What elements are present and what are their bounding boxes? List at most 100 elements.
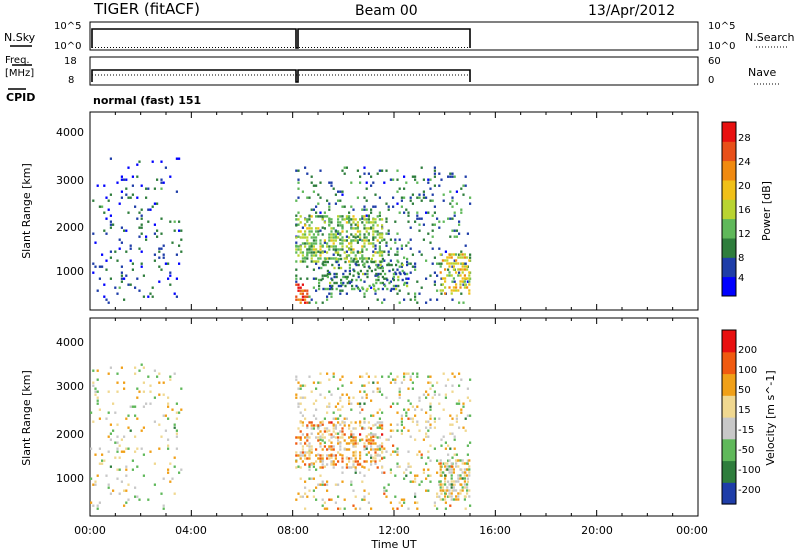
- range-gate-cell: [403, 272, 406, 276]
- range-gate-cell: [339, 408, 342, 411]
- range-gate-cell: [178, 262, 181, 265]
- range-gate-cell: [301, 424, 304, 427]
- range-gate-cell: [352, 274, 355, 277]
- range-gate-cell: [332, 430, 335, 433]
- range-gate-cell: [140, 217, 143, 220]
- range-gate-cell: [326, 215, 329, 218]
- range-gate-cell: [373, 260, 376, 264]
- range-gate-cell: [425, 196, 428, 199]
- range-gate-cell: [310, 298, 313, 301]
- range-gate-cell: [392, 444, 395, 447]
- range-gate-cell: [98, 205, 101, 208]
- range-gate-cell: [301, 396, 304, 399]
- range-gate-cell: [145, 187, 148, 190]
- range-gate-cell: [312, 462, 315, 465]
- range-gate-cell: [156, 178, 159, 181]
- range-gate-cell: [396, 447, 399, 450]
- range-gate-cell: [315, 236, 318, 239]
- range-gate-cell: [348, 457, 351, 460]
- range-gate-cell: [438, 483, 441, 486]
- range-gate-cell: [175, 417, 178, 420]
- range-gate-cell: [301, 236, 304, 239]
- range-gate-cell: [98, 408, 101, 411]
- range-gate-cell: [452, 480, 455, 483]
- range-gate-cell: [463, 280, 466, 283]
- range-gate-cell: [407, 507, 410, 510]
- range-gate-cell: [299, 387, 302, 390]
- range-gate-cell: [466, 286, 469, 289]
- range-gate-cell: [123, 277, 126, 280]
- range-gate-cell: [374, 251, 377, 254]
- range-gate-cell: [363, 417, 366, 420]
- range-gate-cell: [116, 390, 119, 393]
- range-gate-cell: [463, 265, 466, 268]
- range-gate-cell: [178, 411, 181, 414]
- range-gate-cell: [461, 471, 464, 474]
- range-gate-cell: [452, 277, 455, 280]
- range-gate-cell: [448, 262, 451, 265]
- range-gate-cell: [463, 477, 466, 480]
- range-gate-cell: [409, 196, 412, 199]
- range-gate-cell: [363, 474, 366, 477]
- range-gate-cell: [123, 489, 126, 492]
- range-gate-cell: [444, 396, 447, 399]
- range-gate-cell: [326, 274, 329, 277]
- range-gate-cell: [416, 214, 419, 217]
- range-gate-cell: [153, 187, 156, 190]
- range-gate-cell: [361, 215, 364, 218]
- range-gate-cell: [118, 286, 121, 289]
- range-gate-cell: [337, 260, 340, 263]
- range-gate-cell: [317, 439, 320, 442]
- range-gate-cell: [319, 474, 322, 477]
- range-gate-cell: [411, 372, 414, 375]
- power-cbar-tick: 4: [738, 273, 744, 284]
- range-gate-cell: [94, 390, 97, 393]
- range-gate-cell: [145, 196, 148, 199]
- range-gate-cell: [429, 423, 432, 426]
- range-gate-cell: [342, 281, 345, 285]
- range-gate-cell: [451, 265, 454, 268]
- range-gate-cell: [383, 277, 386, 280]
- range-gate-cell: [374, 423, 377, 426]
- range-gate-cell: [436, 262, 439, 265]
- range-gate-cell: [452, 489, 455, 492]
- range-gate-cell: [440, 444, 443, 447]
- range-gate-cell: [299, 438, 302, 441]
- range-gate-cell: [383, 259, 386, 262]
- range-gate-cell: [301, 298, 304, 301]
- range-gate-cell: [304, 436, 307, 439]
- range-gate-cell: [422, 190, 425, 193]
- range-gate-cell: [396, 190, 399, 193]
- range-gate-cell: [306, 292, 309, 295]
- range-gate-cell: [452, 498, 455, 501]
- range-gate-cell: [304, 408, 307, 411]
- range-gate-cell: [392, 284, 395, 288]
- range-gate-cell: [460, 411, 463, 414]
- range-gate-cell: [301, 384, 304, 387]
- range-gate-cell: [340, 281, 343, 285]
- range-gate-cell: [398, 501, 401, 504]
- range-gate-cell: [359, 257, 362, 260]
- range-gate-cell: [297, 427, 300, 430]
- range-gate-cell: [361, 375, 364, 378]
- range-gate-cell: [448, 495, 451, 498]
- range-gate-cell: [459, 477, 462, 480]
- range-gate-cell: [308, 245, 311, 248]
- range-gate-cell: [459, 474, 462, 477]
- range-gate-cell: [433, 420, 436, 423]
- range-gate-cell: [444, 286, 447, 289]
- range-gate-cell: [319, 211, 322, 214]
- range-gate-cell: [383, 489, 386, 492]
- range-gate-cell: [297, 187, 300, 190]
- range-gate-cell: [354, 436, 357, 439]
- range-gate-cell: [120, 438, 123, 441]
- range-gate-cell: [312, 251, 315, 254]
- range-gate-cell: [348, 266, 351, 270]
- range-gate-cell: [429, 459, 432, 462]
- range-gate-cell: [180, 408, 183, 411]
- range-gate-cell: [372, 205, 375, 208]
- range-gate-cell: [116, 423, 119, 426]
- range-gate-cell: [468, 271, 471, 274]
- range-gate-cell: [326, 448, 329, 451]
- range-gate-cell: [317, 436, 320, 439]
